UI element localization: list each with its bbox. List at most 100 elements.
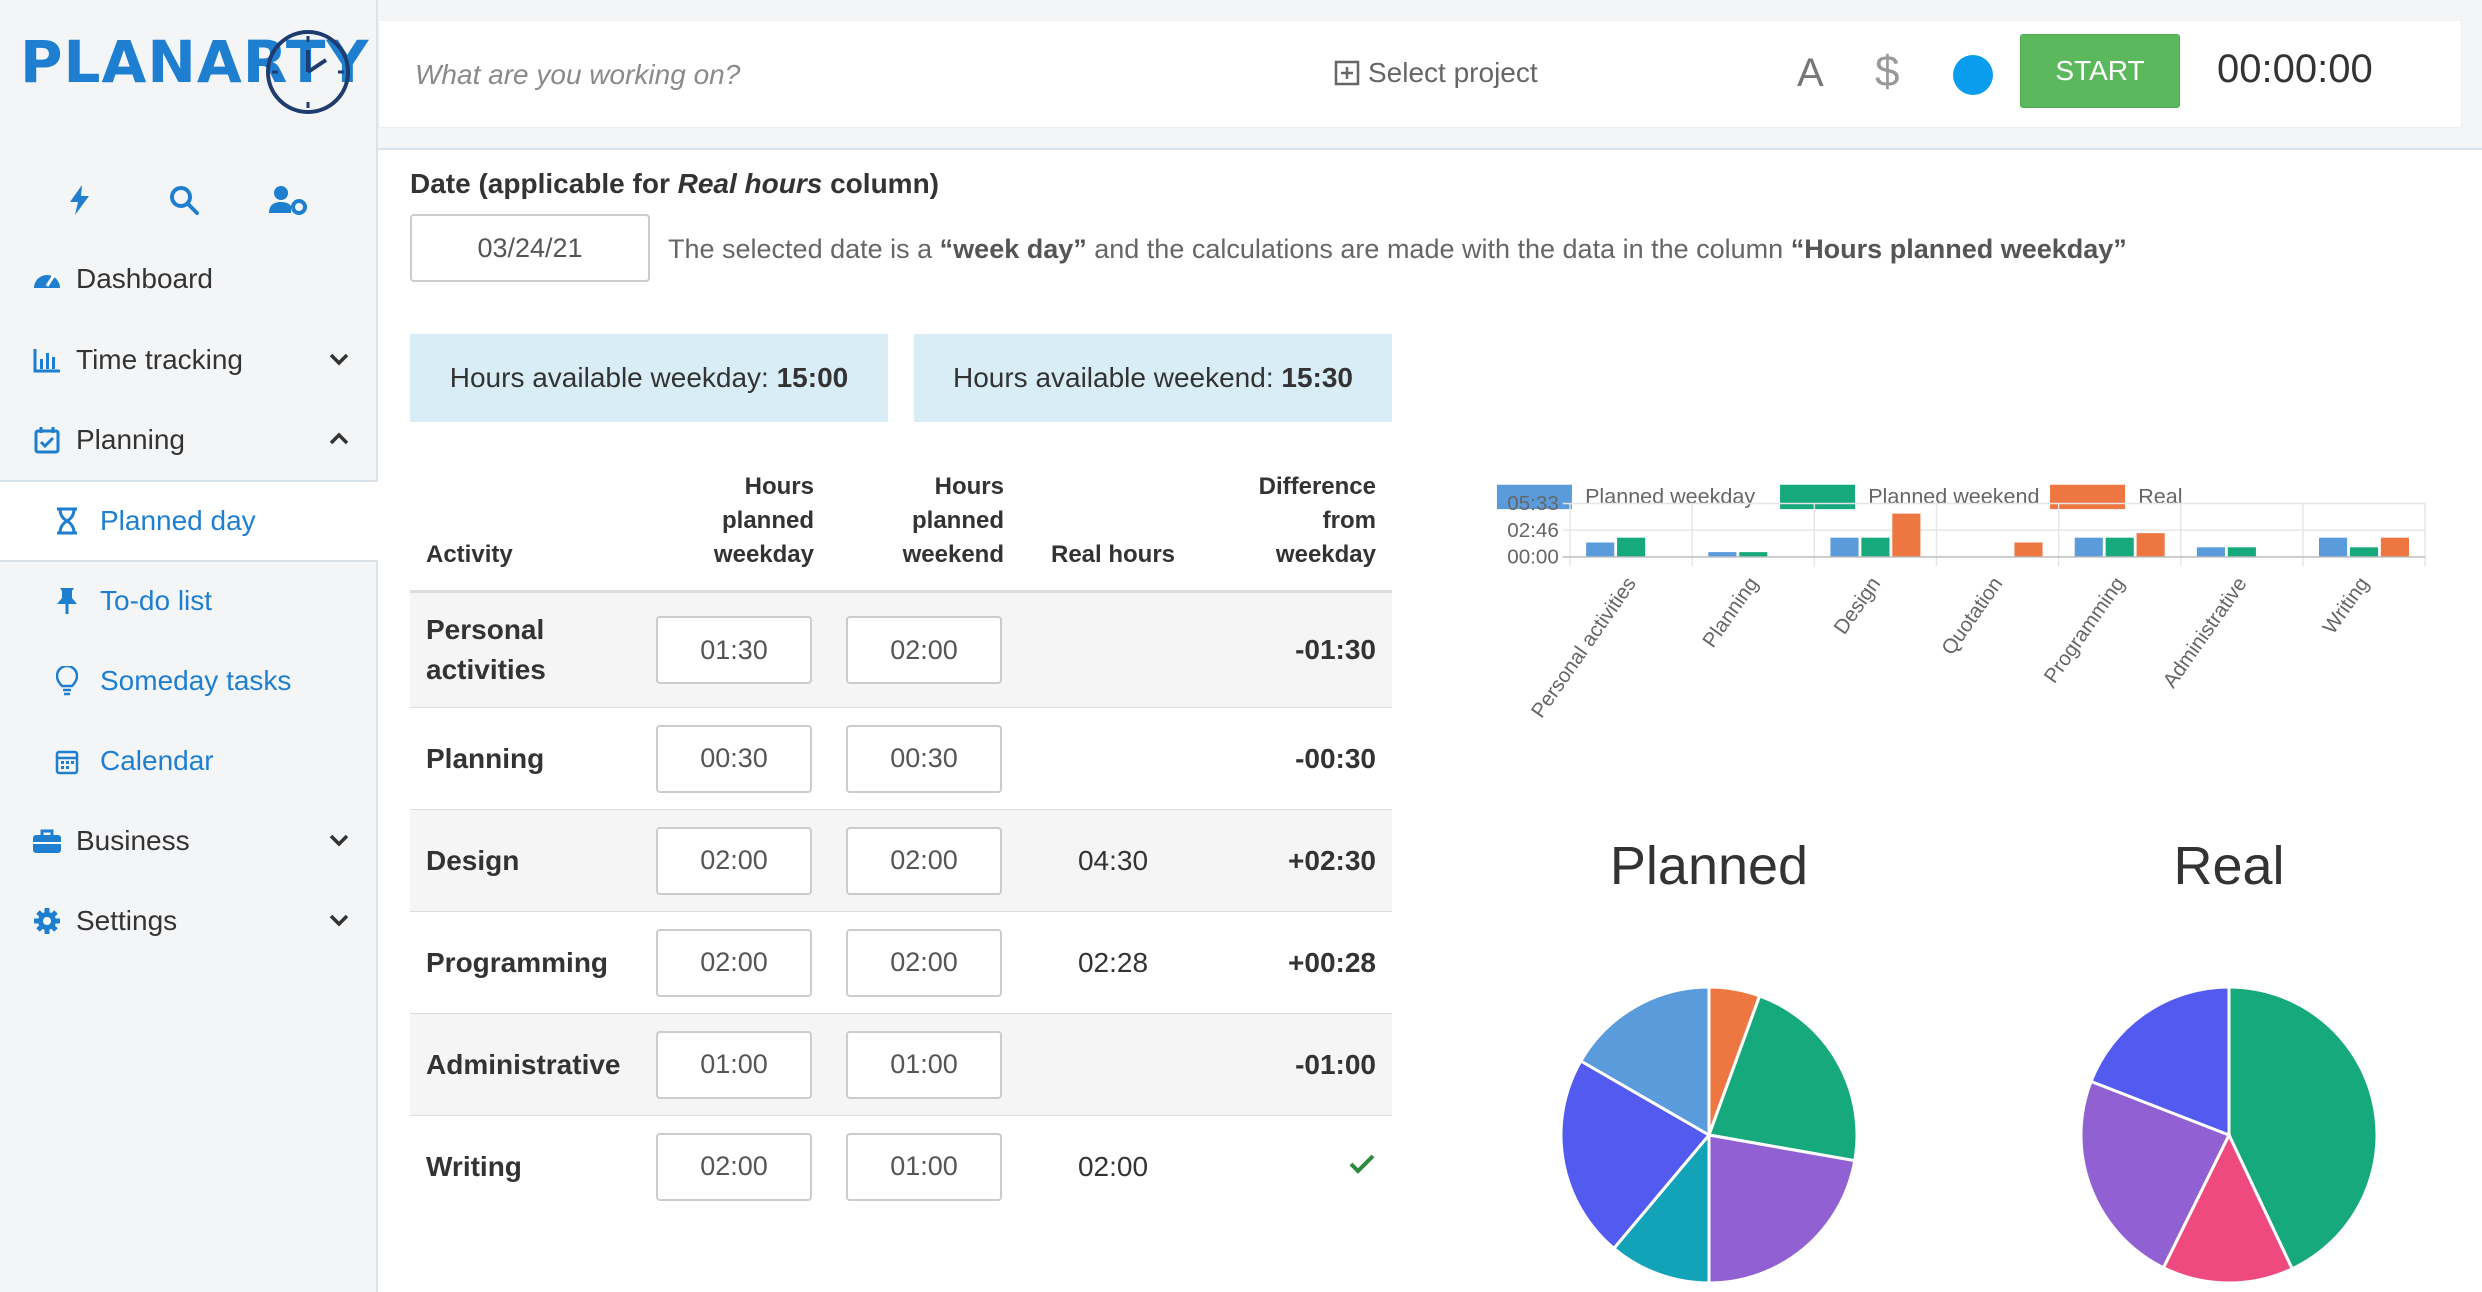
planned-weekday-input[interactable]: [656, 1132, 812, 1201]
bar: [1861, 537, 1890, 557]
task-description-input[interactable]: [415, 51, 1315, 99]
gear-icon: [30, 904, 64, 938]
select-project-label: Select project: [1368, 57, 1538, 88]
planned-weekday-input[interactable]: [656, 1030, 812, 1099]
sidebar-item-someday-tasks[interactable]: Someday tasks: [0, 641, 378, 721]
weekday-label: Hours available weekday:: [449, 362, 777, 393]
difference: [1206, 1115, 1392, 1218]
bar: [2136, 533, 2165, 557]
main-content: Date (applicable for Real hours column) …: [378, 148, 2482, 1292]
sidebar-item-label: Business: [76, 825, 190, 856]
calendar-check-icon: [30, 423, 64, 457]
color-picker[interactable]: [1953, 55, 1993, 95]
select-project-button[interactable]: Select project: [1334, 57, 1538, 89]
table-row: Design 04:30 +02:30: [410, 809, 1392, 912]
tag-button[interactable]: A: [1797, 51, 1824, 95]
x-tick-label: Personal activities: [1527, 573, 1641, 722]
sidebar-item-time-tracking[interactable]: Time tracking: [0, 320, 378, 400]
weekday-cell: [640, 1115, 830, 1218]
planned-weekday-input[interactable]: [656, 724, 812, 793]
bar: [2196, 547, 2225, 557]
sidebar-item-planning[interactable]: Planning: [0, 400, 378, 480]
planned-weekday-input[interactable]: [656, 928, 812, 997]
real-hours: [1020, 591, 1206, 708]
date-note-daytype: “week day”: [939, 234, 1087, 264]
chevron-down-icon[interactable]: [328, 829, 350, 851]
bar: [1617, 537, 1646, 557]
planned-weekend-input[interactable]: [846, 1132, 1002, 1201]
sidebar-item-business[interactable]: Business: [0, 801, 378, 881]
date-title-suffix: column): [822, 168, 939, 199]
x-tick-label: Design: [1830, 573, 1886, 639]
real-hours: 04:30: [1020, 809, 1206, 912]
sidebar-item-planned-day[interactable]: Planned day: [0, 480, 378, 562]
sidebar-item-label: Time tracking: [76, 344, 244, 375]
planned-weekend-input[interactable]: [846, 928, 1002, 997]
user-cog-icon[interactable]: [268, 180, 308, 220]
sidebar-item-dashboard[interactable]: Dashboard: [0, 239, 378, 319]
chevron-down-icon[interactable]: [328, 348, 350, 370]
billable-button[interactable]: $: [1875, 47, 1900, 96]
chevron-up-icon[interactable]: [328, 428, 350, 450]
pie-slice: [2089, 985, 2231, 1138]
date-note-text: and the calculations are made with the d…: [1086, 234, 1791, 264]
briefcase-icon: [30, 824, 64, 858]
header-weekday: Hours planned weekday: [640, 470, 830, 593]
weekend-cell: [830, 809, 1020, 912]
real-pie-chart: Real: [2079, 836, 2379, 1285]
header-line: planned: [911, 507, 1004, 534]
bolt-icon[interactable]: [60, 180, 100, 220]
bar: [2349, 547, 2379, 557]
y-tick-label: 05:33: [1507, 492, 1559, 515]
table-row: Programming 02:28 +00:28: [410, 911, 1392, 1014]
date-title-prefix: Date (applicable for: [410, 168, 678, 199]
planned-day-table: Activity Hours planned weekday Hours planne…: [410, 470, 1392, 1218]
x-tick-label: Quotation: [1937, 573, 2007, 659]
weekend-cell: [830, 1115, 1020, 1218]
bar: [1586, 542, 1615, 557]
chevron-down-icon[interactable]: [328, 909, 350, 931]
start-button[interactable]: START: [2020, 34, 2180, 108]
weekday-cell: [640, 591, 830, 708]
pie-slice: [1578, 985, 1711, 1138]
date-note-text: The selected date is a: [668, 234, 940, 264]
pie-slice: [1559, 1058, 1712, 1251]
x-tick-label: Writing: [2318, 573, 2373, 638]
table-row: Administrative -01:00: [410, 1013, 1392, 1116]
planned-weekday-input[interactable]: [656, 616, 812, 684]
pie-slice: [2161, 1131, 2295, 1285]
bar: [1739, 552, 1768, 557]
timer-display: 00:00:00: [2217, 47, 2373, 91]
sidebar-item-calendar[interactable]: Calendar: [0, 721, 378, 801]
header-line: Difference: [1258, 473, 1376, 500]
activity-name: Personal activities: [410, 591, 640, 708]
planned-weekend-input[interactable]: [846, 1030, 1002, 1099]
table-header: Activity Hours planned weekday Hours planne…: [410, 470, 1392, 593]
legend-swatch: [1496, 484, 1572, 510]
planarty-logo[interactable]: PLANARTY: [20, 20, 368, 125]
bar-chart-icon: [30, 343, 64, 377]
pie-title: Planned: [1610, 836, 1808, 896]
y-tick-label: 02:46: [1507, 519, 1559, 542]
gauge-icon: [30, 262, 64, 296]
table-row: Personal activities -01:30: [410, 591, 1392, 708]
date-note-column: “Hours planned weekday”: [1790, 234, 2127, 264]
legend-swatch: [1780, 484, 1856, 510]
planned-weekend-input[interactable]: [846, 826, 1002, 895]
real-hours: 02:28: [1020, 911, 1206, 1014]
planned-weekend-input[interactable]: [846, 616, 1002, 684]
hours-available-weekday: Hours available weekday: 15:00: [410, 334, 888, 422]
date-field[interactable]: [410, 214, 650, 282]
header-line: weekday: [713, 541, 814, 568]
planned-weekend-input[interactable]: [846, 724, 1002, 793]
activity-name: Writing: [410, 1115, 640, 1218]
sidebar-item-todo-list[interactable]: To-do list: [0, 561, 378, 641]
bar: [2105, 537, 2134, 557]
sidebar-item-label: Someday tasks: [100, 665, 292, 696]
activity-name: Planning: [410, 707, 640, 810]
bar: [2227, 547, 2256, 557]
planned-weekday-input[interactable]: [656, 826, 812, 895]
search-icon[interactable]: [164, 180, 204, 220]
weekend-cell: [830, 911, 1020, 1014]
sidebar-item-settings[interactable]: Settings: [0, 881, 378, 961]
